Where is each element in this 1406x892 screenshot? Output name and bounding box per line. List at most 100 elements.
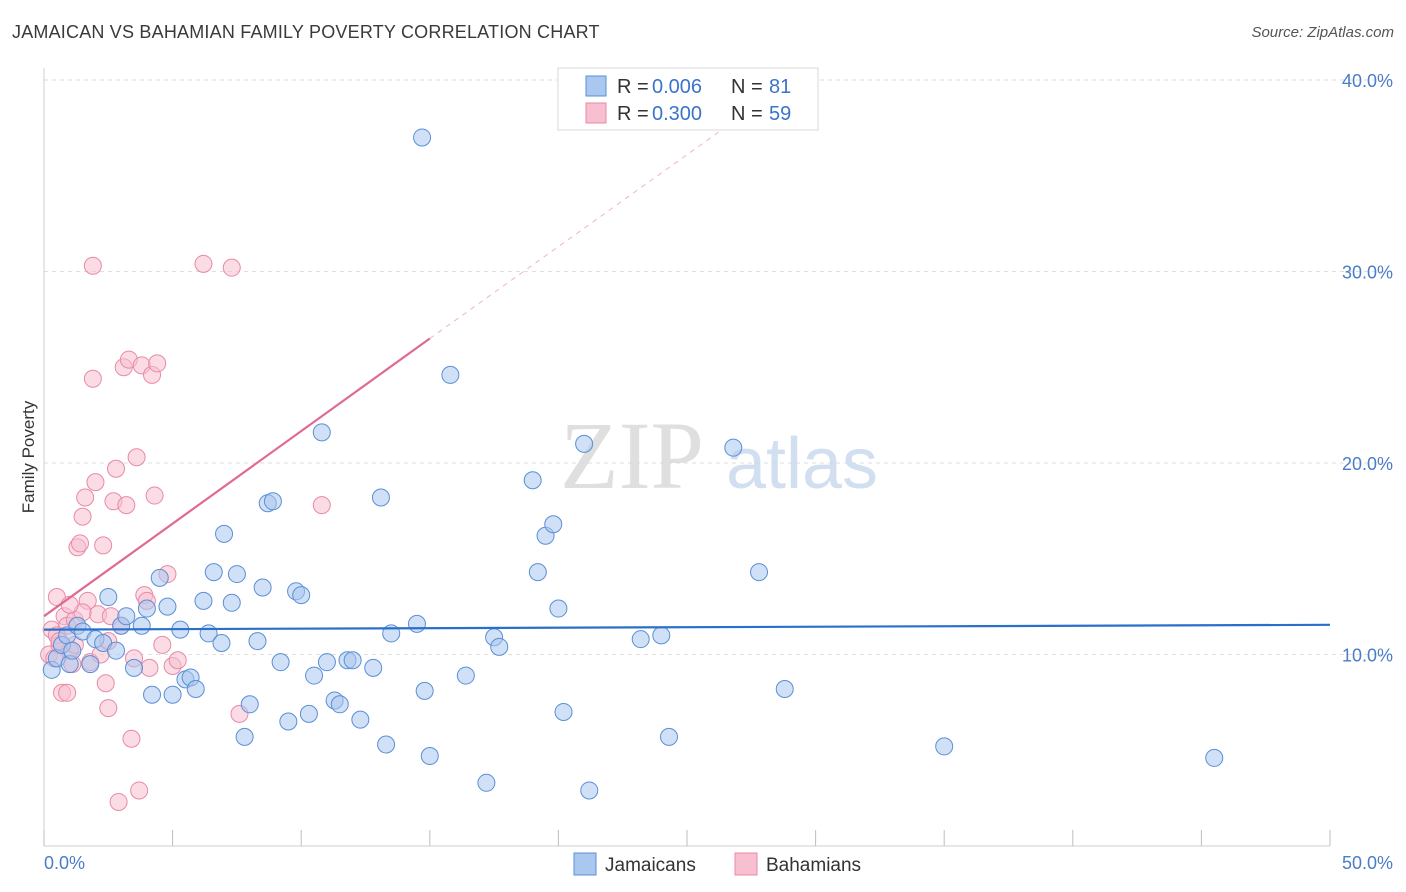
bahamians-point bbox=[312, 496, 331, 515]
jamaicans-point bbox=[81, 655, 100, 674]
jamaicans-point bbox=[248, 632, 267, 651]
jamaicans-point bbox=[132, 616, 151, 635]
jamaicans-point bbox=[163, 685, 182, 704]
bahamians-point bbox=[222, 258, 241, 277]
bottom-legend-swatch-bahamians bbox=[734, 852, 758, 876]
jamaicans-point bbox=[523, 471, 542, 490]
jamaicans-point bbox=[477, 773, 496, 792]
bahamians-point bbox=[168, 651, 187, 670]
bahamians-point bbox=[148, 354, 167, 373]
jamaicans-point bbox=[343, 651, 362, 670]
watermark-zip: ZIP bbox=[560, 402, 704, 509]
jamaicans-point bbox=[377, 735, 396, 754]
bahamians-trendline-extension bbox=[429, 108, 752, 339]
bahamians-point bbox=[117, 496, 136, 515]
bahamians-point bbox=[83, 369, 102, 388]
jamaicans-point bbox=[420, 746, 439, 765]
trendlines bbox=[43, 108, 1331, 631]
jamaicans-point bbox=[528, 563, 547, 582]
legend-r-bahamians: 0.300 bbox=[652, 103, 702, 125]
bahamians-point bbox=[153, 635, 172, 654]
jamaicans-point bbox=[490, 637, 509, 656]
bahamians-point bbox=[130, 781, 149, 800]
jamaicans-point bbox=[222, 593, 241, 612]
jamaicans-point bbox=[125, 658, 144, 677]
jamaicans-point bbox=[580, 781, 599, 800]
jamaicans-point bbox=[1205, 748, 1224, 767]
jamaicans-point bbox=[158, 597, 177, 616]
legend-r-jamaicans: 0.006 bbox=[652, 76, 702, 98]
watermark: ZIP atlas bbox=[560, 402, 878, 509]
jamaicans-point bbox=[330, 695, 349, 714]
bahamians-point bbox=[194, 254, 213, 273]
jamaicans-point bbox=[235, 727, 254, 746]
jamaicans-point bbox=[724, 438, 743, 457]
jamaicans-point bbox=[215, 524, 234, 543]
jamaicans-point bbox=[413, 128, 432, 147]
jamaicans-point bbox=[317, 653, 336, 672]
y-tick-label-40: 40.0% bbox=[1342, 71, 1393, 91]
x-tick-label-max: 50.0% bbox=[1342, 853, 1393, 873]
jamaicans-point bbox=[117, 607, 136, 626]
legend-n-label-jamaicans: N = bbox=[731, 76, 763, 98]
jamaicans-point bbox=[575, 434, 594, 453]
jamaicans-point bbox=[194, 591, 213, 610]
jamaicans-point bbox=[305, 666, 324, 685]
jamaicans-point bbox=[299, 704, 318, 723]
jamaicans-point bbox=[143, 685, 162, 704]
jamaicans-point bbox=[631, 630, 650, 649]
jamaicans-point bbox=[371, 488, 390, 507]
jamaicans-point bbox=[227, 565, 246, 584]
jamaicans-point bbox=[775, 679, 794, 698]
jamaicans-point bbox=[204, 563, 223, 582]
legend-n-label-bahamians: N = bbox=[731, 103, 763, 125]
jamaicans-point bbox=[137, 599, 156, 618]
jamaicans-point bbox=[441, 365, 460, 384]
jamaicans-point bbox=[554, 702, 573, 721]
x-tick-labels: 0.0% 50.0% bbox=[44, 853, 1393, 873]
bahamians-point bbox=[140, 658, 159, 677]
jamaicans-point bbox=[271, 653, 290, 672]
y-tick-label-10: 10.0% bbox=[1342, 646, 1393, 666]
axes bbox=[43, 68, 1331, 847]
y-tick-labels: 10.0% 20.0% 30.0% 40.0% bbox=[1342, 71, 1393, 666]
bahamians-point bbox=[107, 459, 126, 478]
bahamians-point bbox=[76, 488, 95, 507]
y-axis-label: Family Poverty bbox=[19, 400, 38, 513]
bottom-legend-jamaicans: Jamaicans bbox=[605, 855, 696, 876]
jamaicans-point bbox=[549, 599, 568, 618]
jamaicans-point bbox=[212, 634, 231, 653]
legend-swatch-jamaicans bbox=[585, 75, 607, 97]
bottom-legend-swatch-jamaicans bbox=[573, 852, 597, 876]
jamaicans-point bbox=[351, 710, 370, 729]
jamaicans-point bbox=[407, 614, 426, 633]
bahamians-point bbox=[127, 448, 146, 467]
jamaicans-point bbox=[292, 586, 311, 605]
series-legend: Jamaicans Bahamians bbox=[573, 852, 861, 876]
bahamians-point bbox=[99, 699, 118, 718]
jamaicans-point bbox=[253, 578, 272, 597]
y-tick-label-30: 30.0% bbox=[1342, 263, 1393, 283]
chart-title: JAMAICAN VS BAHAMIAN FAMILY POVERTY CORR… bbox=[12, 22, 600, 42]
jamaicans-point bbox=[186, 679, 205, 698]
bahamians-point bbox=[122, 729, 141, 748]
jamaicans-point bbox=[544, 515, 563, 534]
bahamians-point bbox=[94, 536, 113, 555]
legend-swatch-bahamians bbox=[585, 102, 607, 124]
bahamians-point bbox=[96, 674, 115, 693]
jamaicans-point bbox=[150, 568, 169, 587]
jamaicans-point bbox=[456, 666, 475, 685]
jamaicans-point bbox=[107, 641, 126, 660]
bahamians-point bbox=[86, 473, 105, 492]
jamaicans-point bbox=[279, 712, 298, 731]
jamaicans-point bbox=[652, 626, 671, 645]
legend-r-label-bahamians: R = bbox=[617, 103, 649, 125]
watermark-atlas: atlas bbox=[726, 424, 878, 504]
legend-n-bahamians: 59 bbox=[769, 103, 791, 125]
jamaicans-point bbox=[659, 727, 678, 746]
legend-n-jamaicans: 81 bbox=[769, 76, 791, 98]
jamaicans-point bbox=[364, 658, 383, 677]
y-tick-label-20: 20.0% bbox=[1342, 454, 1393, 474]
jamaicans-point bbox=[263, 492, 282, 511]
